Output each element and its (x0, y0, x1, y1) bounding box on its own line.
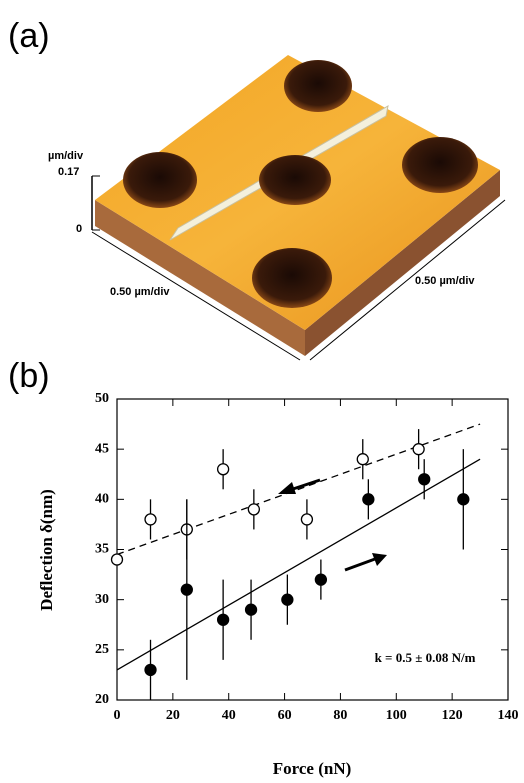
y-tick-label: 30 (95, 592, 109, 607)
fit-line (117, 459, 480, 670)
y-tick-label: 50 (95, 391, 109, 406)
y-tick-label: 20 (95, 692, 109, 707)
z-unit: µm/div (48, 150, 84, 162)
annotation: k = 0.5 ± 0.08 N/m (375, 650, 476, 665)
fit-line (117, 424, 480, 554)
arrows (278, 480, 387, 570)
hole (284, 60, 352, 112)
x-tick-label: 0 (114, 708, 121, 723)
x-tick-label: 120 (442, 708, 463, 723)
x-axis-label: Force (nN) (273, 759, 352, 778)
z-max: 0.17 (58, 166, 79, 178)
hole (123, 152, 197, 208)
y-axis-label: Deflection δ(nm) (37, 489, 56, 611)
y-tick-label: 35 (95, 542, 109, 557)
data-point (315, 574, 326, 585)
data-point (413, 444, 424, 455)
data-point (145, 514, 156, 525)
data-point (145, 664, 156, 675)
x-tick-label: 80 (333, 708, 347, 723)
y-tick-label: 25 (95, 642, 109, 657)
arrow (290, 480, 320, 490)
y-scale: 0.50 µm/div (415, 275, 475, 287)
arrow-head (278, 482, 296, 494)
data-point (363, 494, 374, 505)
x-tick-label: 140 (498, 708, 519, 723)
data-point (181, 584, 192, 595)
data-point (419, 474, 430, 485)
data-point (218, 464, 229, 475)
data-point (246, 604, 257, 615)
data-point (301, 514, 312, 525)
data-point (112, 554, 123, 565)
x-tick-label: 20 (166, 708, 180, 723)
data-point (282, 594, 293, 605)
data-point (248, 504, 259, 515)
hole (402, 137, 478, 193)
hole (252, 248, 332, 308)
x-scale: 0.50 µm/div (110, 286, 170, 298)
panel-label: (b) (8, 357, 50, 395)
data-point (458, 494, 469, 505)
x-tick-label: 60 (278, 708, 292, 723)
y-tick-label: 40 (95, 492, 109, 507)
data-point (357, 454, 368, 465)
y-tick-label: 45 (95, 441, 109, 456)
z-min: 0 (76, 223, 82, 235)
data-point (218, 614, 229, 625)
x-tick-label: 40 (222, 708, 236, 723)
figure: (a) µm/div 0.17 0 0.50 µm/div 0.50 µm/di… (0, 0, 524, 783)
panel-label: (a) (8, 17, 50, 55)
afm-image (92, 55, 505, 360)
arrow (345, 559, 375, 570)
x-tick-label: 100 (386, 708, 407, 723)
hole (259, 155, 331, 205)
